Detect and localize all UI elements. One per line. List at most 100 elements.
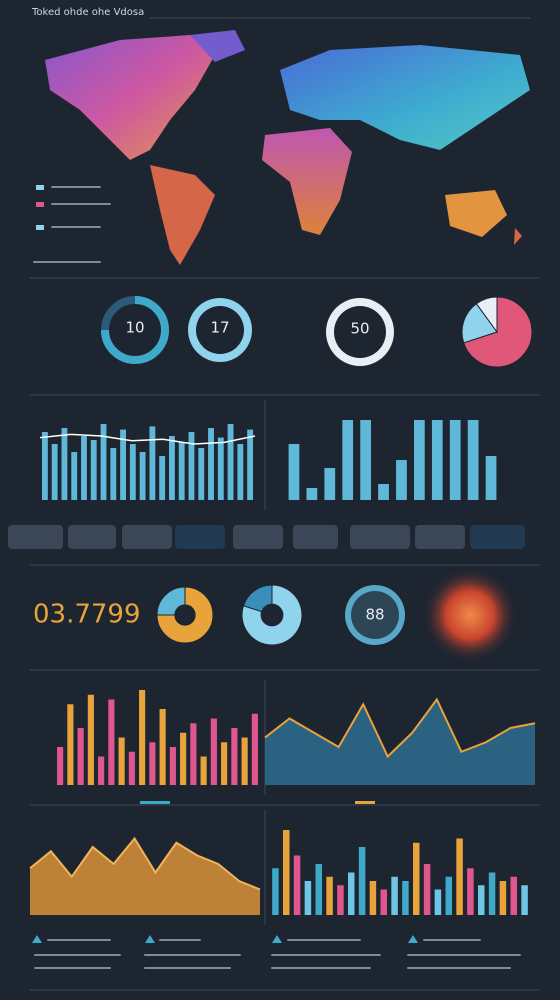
map-legend [33, 185, 111, 263]
bar [100, 424, 107, 500]
bar [241, 737, 248, 785]
bar [188, 432, 195, 500]
gauges: 10 17 50 88 03.7799 [33, 296, 518, 663]
bar [348, 872, 355, 915]
bar [434, 889, 442, 915]
bar [272, 868, 279, 915]
footer-notes [32, 935, 521, 969]
bar [128, 751, 135, 785]
slice [241, 584, 303, 646]
world-map [45, 30, 530, 265]
bar [149, 426, 156, 500]
bar [288, 444, 300, 500]
bar [378, 484, 389, 500]
area-line [29, 836, 261, 891]
bar [169, 436, 175, 500]
bar [159, 709, 166, 785]
pill-buttons [8, 525, 525, 549]
bar [129, 444, 136, 500]
bar [227, 424, 234, 500]
bar [200, 756, 207, 785]
bar [324, 468, 336, 500]
bar [190, 723, 197, 785]
bar [360, 420, 371, 500]
bar [485, 456, 497, 500]
donut-hole [260, 603, 284, 627]
bar [90, 440, 97, 500]
bar [293, 855, 301, 915]
bar [81, 436, 87, 500]
bar [445, 876, 452, 915]
gauge-value: 88 [365, 606, 384, 624]
bar [380, 889, 387, 915]
area [30, 838, 260, 915]
bar [159, 456, 166, 500]
bar [110, 448, 117, 500]
bar [120, 429, 126, 500]
bar [139, 452, 146, 500]
gauge-value: 10 [125, 319, 144, 337]
bar [231, 728, 238, 785]
bar [499, 881, 507, 915]
bar [391, 876, 398, 915]
bar [413, 842, 420, 915]
line [39, 433, 256, 445]
bar [51, 444, 58, 500]
bar [57, 747, 64, 785]
bar [217, 437, 224, 500]
bar [326, 876, 333, 915]
gauge-value: 50 [350, 320, 369, 338]
bar [118, 737, 125, 785]
bar [251, 713, 258, 785]
slice [475, 296, 498, 334]
big-number: 03.7799 [33, 600, 141, 630]
area-line [264, 697, 536, 759]
bar [71, 452, 78, 500]
bar [315, 864, 322, 915]
bar [402, 881, 409, 915]
bar [414, 420, 425, 500]
bar [456, 838, 463, 915]
bar [521, 885, 528, 915]
bar [178, 442, 185, 500]
bar [87, 694, 94, 785]
bar [306, 488, 318, 500]
bar [149, 742, 156, 785]
bar [98, 756, 105, 785]
bar [237, 444, 244, 500]
bar [396, 460, 407, 500]
bar [210, 718, 217, 785]
bar [342, 420, 354, 500]
bar [449, 420, 461, 500]
bar [169, 747, 176, 785]
bar [77, 728, 84, 785]
bar [510, 876, 517, 915]
bar [478, 885, 485, 915]
bar [198, 448, 205, 500]
bar [67, 704, 74, 785]
bar [208, 428, 214, 500]
bar [423, 864, 431, 915]
bar [247, 429, 254, 500]
area [265, 699, 535, 785]
slice [463, 296, 533, 368]
bar [467, 868, 474, 915]
bar [488, 872, 496, 915]
bar [337, 885, 344, 915]
bar [358, 847, 366, 915]
bar [41, 432, 48, 500]
bar [283, 830, 290, 915]
gauge-value: 17 [210, 319, 229, 337]
bar [108, 699, 115, 785]
bar [221, 742, 228, 785]
donut-hole [174, 604, 196, 626]
slice [461, 302, 498, 344]
bar [304, 881, 312, 915]
bar [61, 428, 68, 500]
bar [139, 690, 146, 785]
bar [431, 420, 443, 500]
separators [30, 394, 540, 991]
bar [467, 420, 479, 500]
bar [180, 732, 187, 785]
